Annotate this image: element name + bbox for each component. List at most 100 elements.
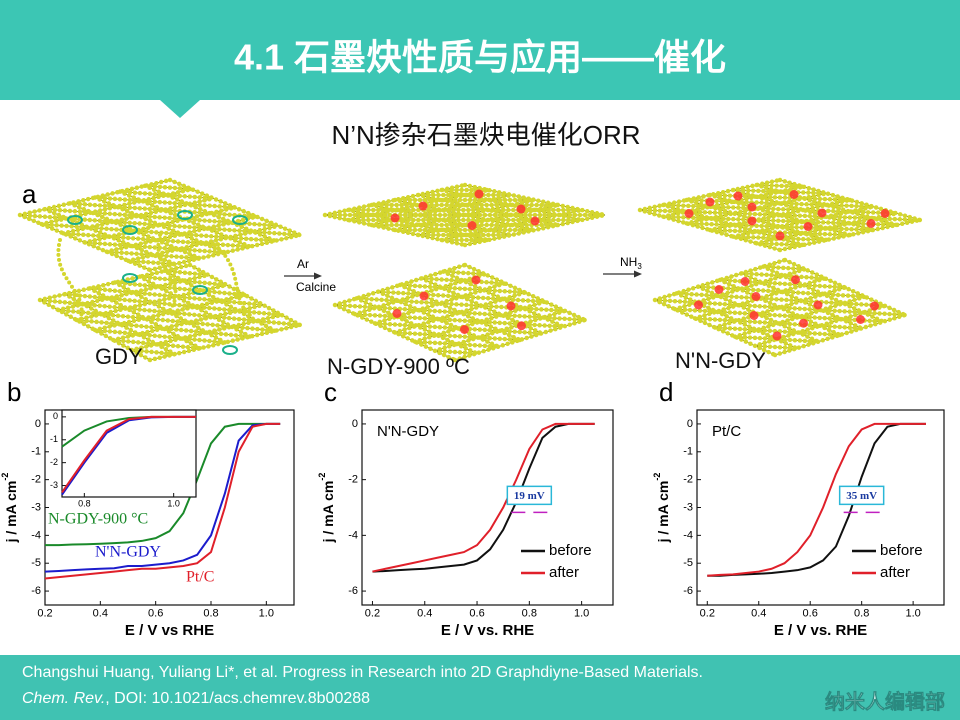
watermark: 纳米人编辑部	[825, 689, 945, 713]
y-tick-label: -2	[31, 474, 41, 486]
x-tick-label: 0.4	[93, 608, 108, 620]
x-axis-label: E / V vs RHE	[125, 622, 214, 639]
y-label-sup: -2	[0, 473, 10, 481]
citation-line2: Chem. Rev., DOI: 10.1021/acs.chemrev.8b0…	[22, 690, 370, 707]
x-tick-label: 1.0	[905, 608, 920, 620]
n-dopant	[813, 300, 823, 310]
n-dopant	[817, 208, 827, 218]
lattice	[335, 265, 585, 360]
series-line	[44, 422, 281, 580]
slide-title: 4.1 石墨炔性质与应用——催化	[234, 37, 726, 78]
benzene-ring	[122, 273, 138, 283]
x-tick-label: 0.6	[803, 608, 818, 620]
compound-label: GDY	[95, 344, 143, 369]
y-tick-label: -4	[683, 529, 693, 541]
x-tick-label: 0.8	[522, 608, 537, 620]
n-dopant	[419, 291, 429, 301]
benzene-ring	[67, 215, 83, 225]
n-dopant	[803, 222, 813, 231]
lattice	[40, 265, 300, 360]
benzene-ring	[122, 225, 138, 235]
formula-sub: 3	[637, 262, 642, 271]
y-label-main: j / mA cm	[3, 481, 19, 544]
n-dopant	[684, 209, 694, 218]
series-label: N'N-GDY	[95, 544, 161, 561]
footer-bar	[0, 655, 960, 720]
y-tick-label: -6	[31, 585, 41, 597]
n-dopant	[516, 204, 526, 214]
graphdiyne-sheet	[20, 180, 300, 270]
y-label-main: j / mA cm	[655, 481, 671, 544]
y-tick-label: -3	[50, 480, 58, 490]
y-tick-label: -2	[348, 474, 358, 486]
n-dopant	[471, 275, 481, 285]
n-dopant	[775, 231, 785, 241]
annotation: 35 mV	[846, 490, 877, 502]
plot-frame	[696, 409, 945, 606]
x-tick-label: 1.0	[167, 499, 180, 509]
n-dopant	[870, 301, 879, 311]
benzene-ring	[222, 345, 238, 355]
series-line	[45, 422, 281, 547]
n-dopant	[530, 216, 540, 226]
x-tick-label: 1.0	[574, 608, 589, 620]
panel-label: c	[324, 377, 337, 407]
x-tick-label: 0.4	[751, 608, 766, 620]
annotation: 19 mV	[514, 490, 545, 502]
graphdiyne-sheet	[325, 185, 605, 245]
y-tick-label: 0	[53, 411, 58, 421]
y-tick-label: -3	[31, 501, 41, 513]
y-label-main: j / mA cm	[320, 481, 336, 544]
y-tick-label: 0	[35, 418, 41, 430]
scheme: a GDY N-GDY-900 ºC N'N-GDY Ar Calcine NH3	[20, 179, 920, 379]
n-dopant	[705, 197, 715, 207]
header-bar	[0, 0, 960, 100]
y-tick-label: -1	[683, 446, 693, 458]
n-dopant	[467, 221, 477, 230]
y-tick-label: -1	[31, 446, 41, 458]
x-tick-label: 0.8	[854, 608, 869, 620]
panel-label: b	[7, 377, 21, 407]
n-dopant	[714, 285, 724, 294]
legend-label: before	[549, 542, 592, 559]
series-line	[707, 422, 926, 577]
arrow-text: NH3	[620, 255, 642, 271]
n-dopant	[506, 301, 516, 311]
y-tick-label: -6	[348, 585, 358, 597]
y-tick-label: -3	[683, 501, 693, 513]
n-dopant	[880, 209, 890, 218]
y-tick-label: -5	[683, 557, 693, 569]
series-label: Pt/C	[186, 569, 214, 586]
n-dopant	[474, 189, 484, 199]
plot-frame	[361, 409, 614, 606]
legend-label: after	[880, 564, 910, 581]
journal: Chem. Rev.	[22, 690, 105, 707]
citation: Changshui Huang, Yuliang Li*, et al. Pro…	[22, 664, 703, 681]
n-dopant	[866, 219, 876, 228]
lattice	[325, 185, 605, 245]
compound-label: N'N-GDY	[675, 348, 766, 373]
y-tick-label: -6	[683, 585, 693, 597]
benzene-ring	[177, 210, 193, 220]
graphdiyne-sheet	[40, 265, 300, 360]
n-dopant	[791, 275, 800, 285]
y-axis-label: j / mA cm-2	[652, 473, 670, 544]
y-tick-label: 0	[352, 418, 358, 430]
x-tick-label: 0.2	[365, 608, 380, 620]
formula: NH	[620, 255, 637, 269]
series-line	[372, 422, 595, 573]
n-dopant	[747, 202, 757, 212]
legend-label: before	[880, 542, 923, 559]
arrow-head	[314, 272, 322, 280]
annotation-box	[506, 485, 553, 506]
n-dopant	[517, 321, 526, 331]
n-dopant	[733, 191, 743, 201]
y-label-sup: -2	[652, 473, 662, 481]
panel-label: d	[659, 377, 673, 407]
x-tick-label: 0.8	[78, 499, 91, 509]
linker-chain	[56, 233, 252, 322]
arrow-text: Calcine	[296, 280, 336, 294]
series-line	[707, 422, 926, 577]
series-line	[44, 422, 281, 573]
